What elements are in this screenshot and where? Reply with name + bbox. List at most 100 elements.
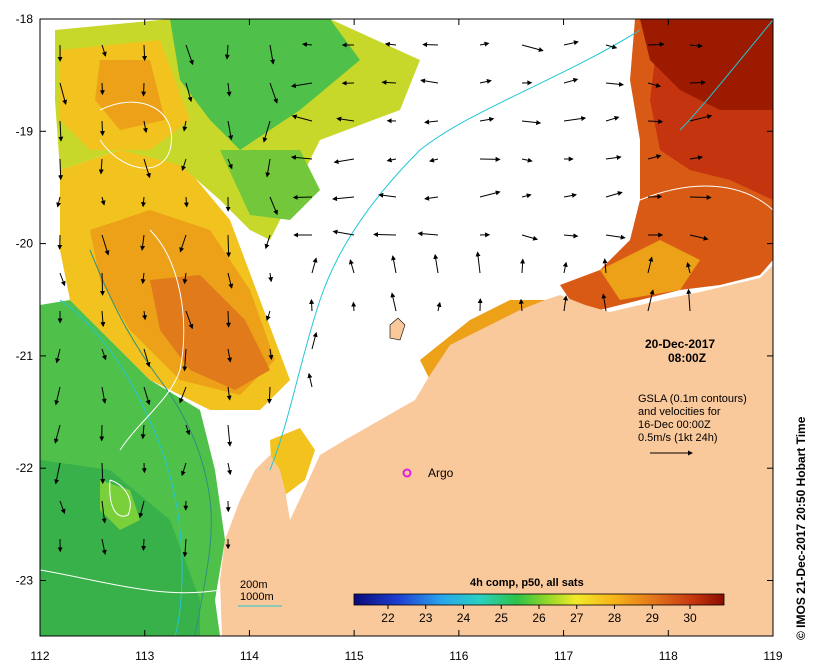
velocity-arrow [291, 114, 313, 122]
velocity-arrow [59, 272, 66, 287]
velocity-arrow [563, 233, 579, 239]
colorbar-tick-label: 22 [381, 611, 395, 625]
velocity-arrow [391, 255, 397, 274]
velocity-arrow [185, 82, 193, 103]
depth-legend: 200m 1000m [238, 579, 282, 607]
velocity-arrow [689, 80, 706, 86]
velocity-arrow [142, 120, 148, 134]
velocity-arrow [378, 192, 397, 198]
colorbar-tick-label: 24 [457, 611, 471, 625]
velocity-arrow [647, 82, 662, 88]
velocity-arrow [348, 259, 355, 274]
velocity-arrow [140, 424, 146, 440]
velocity-arrow [138, 500, 145, 519]
velocity-arrow [479, 116, 495, 122]
velocity-arrow [98, 158, 104, 175]
velocity-arrow [140, 234, 146, 251]
velocity-arrow [521, 157, 533, 163]
velocity-arrow [520, 258, 526, 274]
y-tick-label: -21 [16, 349, 34, 363]
velocity-arrow [143, 386, 151, 406]
velocity-arrow [422, 42, 439, 48]
velocity-arrow [436, 301, 442, 312]
velocity-arrow [140, 272, 146, 285]
velocity-arrow [332, 229, 355, 236]
x-tick-label: 114 [240, 649, 259, 663]
x-tick-label: 118 [659, 649, 678, 663]
colorbar-tick-label: 23 [419, 611, 433, 625]
velocity-arrow [265, 310, 271, 321]
velocity-arrow [562, 261, 568, 274]
colorbar-tick-label: 27 [570, 611, 584, 625]
velocity-arrow [99, 120, 105, 137]
velocity-arrow [58, 158, 64, 181]
velocity-legend: GSLA (0.1m contours) and velocities for … [638, 393, 747, 456]
velocity-arrow [311, 331, 318, 350]
velocity-arrow [647, 256, 654, 274]
velocity-arrow [386, 157, 397, 163]
velocity-arrow [142, 310, 148, 321]
velocity-arrow [227, 348, 233, 363]
x-tick-label: 117 [554, 649, 573, 663]
velocity-arrow [605, 234, 626, 240]
velocity-arrow [689, 155, 703, 161]
velocity-arrow [518, 298, 524, 312]
contour-1000m [269, 19, 773, 471]
velocity-arrow [563, 77, 579, 84]
velocity-arrow [224, 44, 230, 60]
velocity-arrow [227, 462, 232, 476]
velocity-arrow [226, 234, 232, 258]
x-tick-label: 112 [30, 649, 49, 663]
velocity-arrow [55, 348, 61, 364]
velocity-arrow [290, 154, 313, 160]
velocity-arrow [601, 293, 607, 312]
island [389, 317, 406, 341]
velocity-arrow [521, 120, 542, 126]
y-tick-label: -23 [16, 574, 34, 588]
colorbar-tick-label: 30 [683, 611, 697, 625]
colorbar-tick-label: 25 [495, 611, 509, 625]
velocity-arrow [56, 196, 62, 208]
colorbar-tick-label: 28 [608, 611, 622, 625]
velocity-arrow [227, 272, 234, 289]
velocity-arrow [269, 44, 275, 65]
velocity-arrow [268, 348, 274, 361]
velocity-arrow [185, 44, 194, 66]
velocity-arrow [182, 348, 188, 372]
velocity-arrow [179, 386, 187, 404]
velocity-arrow [101, 500, 107, 524]
depth-1000m-label: 1000m [240, 591, 274, 603]
velocity-arrow [269, 82, 278, 104]
velocity-arrow [54, 462, 61, 485]
map-time: 08:00Z [668, 351, 706, 365]
velocity-arrow [563, 295, 569, 312]
depth-200m-label: 200m [240, 579, 268, 591]
velocity-arrow [373, 232, 397, 238]
legend-line-2: and velocities for [638, 406, 721, 418]
velocity-arrow [101, 348, 107, 361]
velocity-arrow [605, 191, 623, 198]
velocity-arrow [351, 301, 357, 312]
colorbar-gradient [353, 593, 725, 606]
velocity-arrow [226, 386, 232, 401]
velocity-arrow [54, 386, 61, 406]
velocity-arrow [101, 538, 107, 555]
velocity-arrow [307, 372, 313, 388]
argo-label: Argo [428, 466, 454, 480]
velocity-arrow [101, 386, 107, 404]
velocity-arrow [141, 82, 147, 97]
y-tick-label: -19 [16, 124, 34, 138]
velocity-arrow [182, 538, 188, 558]
velocity-arrow [179, 234, 187, 253]
velocity-arrow [180, 462, 187, 477]
velocity-arrow [686, 262, 691, 274]
velocity-arrow [100, 462, 106, 485]
velocity-arrow [185, 310, 194, 330]
velocity-arrow [479, 190, 501, 198]
velocity-arrow [689, 194, 712, 200]
velocity-arrow [521, 44, 544, 52]
velocity-arrow [143, 158, 151, 179]
velocity-arrow [182, 272, 188, 285]
y-tick-label: -18 [16, 12, 34, 26]
velocity-arrow [689, 43, 703, 49]
